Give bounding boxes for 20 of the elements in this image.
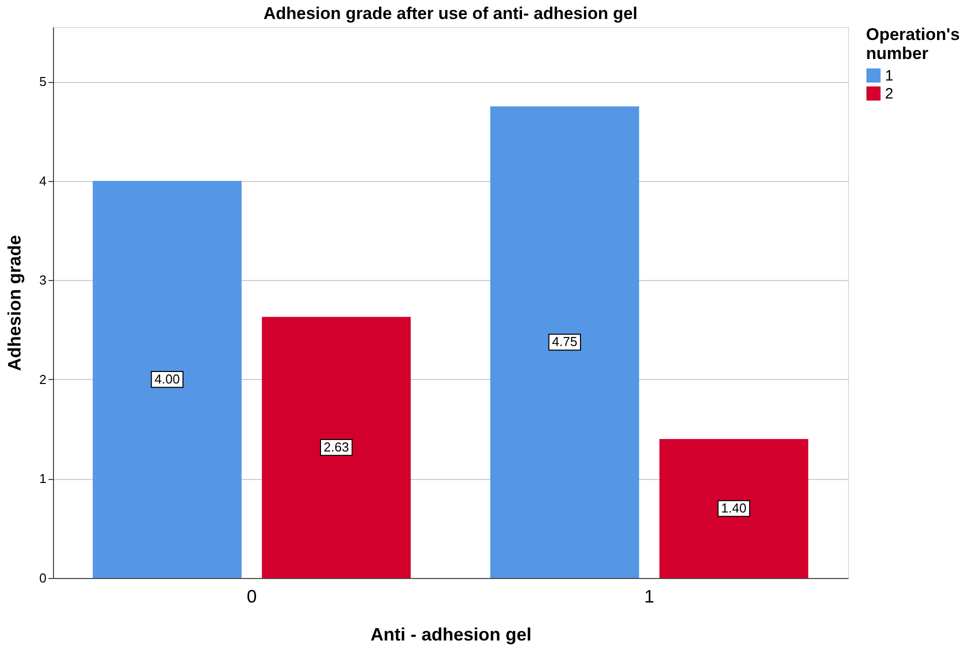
data-label: 1.40 <box>721 500 746 516</box>
y-tick-label: 4 <box>39 173 46 188</box>
chart-title: Adhesion grade after use of anti- adhesion gel <box>263 4 638 23</box>
y-tick-label: 5 <box>39 74 46 90</box>
bar <box>659 439 808 578</box>
bar <box>262 316 411 578</box>
y-tick-label: 0 <box>39 570 46 586</box>
y-axis-title: Adhesion grade <box>4 234 24 372</box>
bar <box>92 180 242 578</box>
bar <box>490 106 640 578</box>
data-label: 2.63 <box>324 439 349 454</box>
y-tick-label: 1 <box>39 471 46 486</box>
data-label: 4.75 <box>552 334 578 350</box>
y-tick-label: 2 <box>39 372 46 387</box>
y-tick-label: 3 <box>39 272 46 288</box>
legend-title: Operation's number <box>866 25 960 63</box>
legend-label: 1 <box>885 68 894 84</box>
data-label: 4.00 <box>154 371 180 386</box>
x-axis-title: Anti - adhesion gel <box>370 624 532 644</box>
legend-label: 2 <box>885 86 894 102</box>
